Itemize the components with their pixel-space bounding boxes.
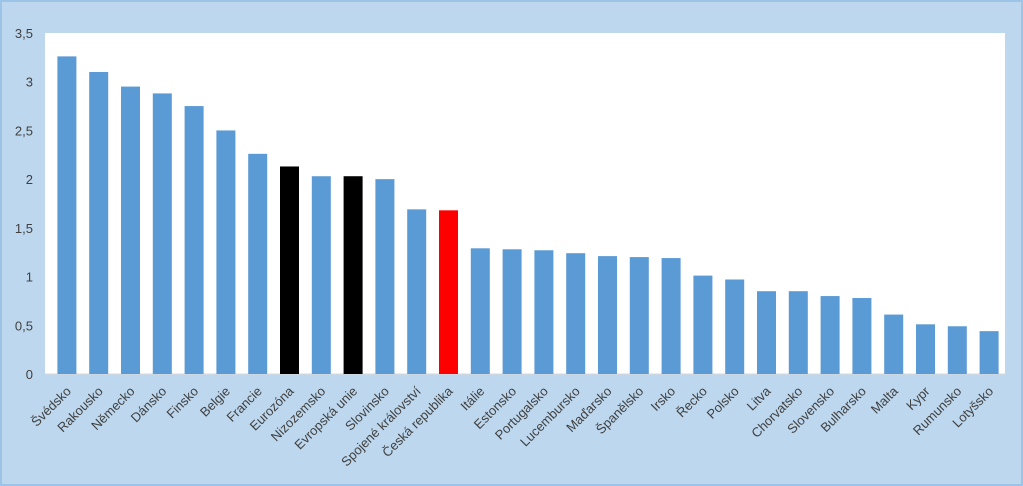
bar <box>534 250 554 374</box>
bar <box>439 210 458 374</box>
bar <box>89 71 109 374</box>
bar <box>375 179 395 374</box>
bar <box>661 258 681 374</box>
x-tick-label: Malta <box>868 383 902 417</box>
bar <box>470 248 490 374</box>
bar <box>57 56 77 374</box>
bar <box>152 93 172 375</box>
bar <box>629 257 649 374</box>
bar <box>248 153 268 374</box>
bar <box>216 130 236 374</box>
y-tick-label: 2 <box>26 172 33 187</box>
bar <box>502 249 522 374</box>
y-tick-label: 0 <box>26 367 33 382</box>
y-tick-label: 1 <box>26 270 33 285</box>
bar <box>121 86 140 374</box>
y-tick-label: 3 <box>26 75 33 90</box>
bar <box>916 324 935 374</box>
bar <box>820 296 840 374</box>
bar <box>979 331 999 374</box>
bar <box>280 166 299 374</box>
bar <box>566 253 586 374</box>
bar <box>884 314 904 374</box>
bar <box>343 176 363 374</box>
bar <box>725 279 745 374</box>
x-tick-label: Dánsko <box>128 384 170 426</box>
x-tick-label: Finsko <box>164 384 202 422</box>
bar <box>184 106 204 375</box>
x-tick-label: Řecko <box>673 384 710 421</box>
bar <box>852 298 872 374</box>
bar <box>598 256 617 374</box>
bar <box>788 291 808 374</box>
bar <box>311 176 331 374</box>
y-tick-label: 1,5 <box>15 221 33 236</box>
y-tick-label: 2,5 <box>15 123 33 138</box>
bar <box>693 275 713 374</box>
y-tick-label: 0,5 <box>15 318 33 333</box>
plot-area <box>45 33 1005 374</box>
bar <box>947 326 967 374</box>
bar <box>407 209 427 374</box>
bar <box>757 291 776 374</box>
x-tick-label: Polsko <box>704 384 742 422</box>
y-tick-label: 3,5 <box>15 26 33 41</box>
